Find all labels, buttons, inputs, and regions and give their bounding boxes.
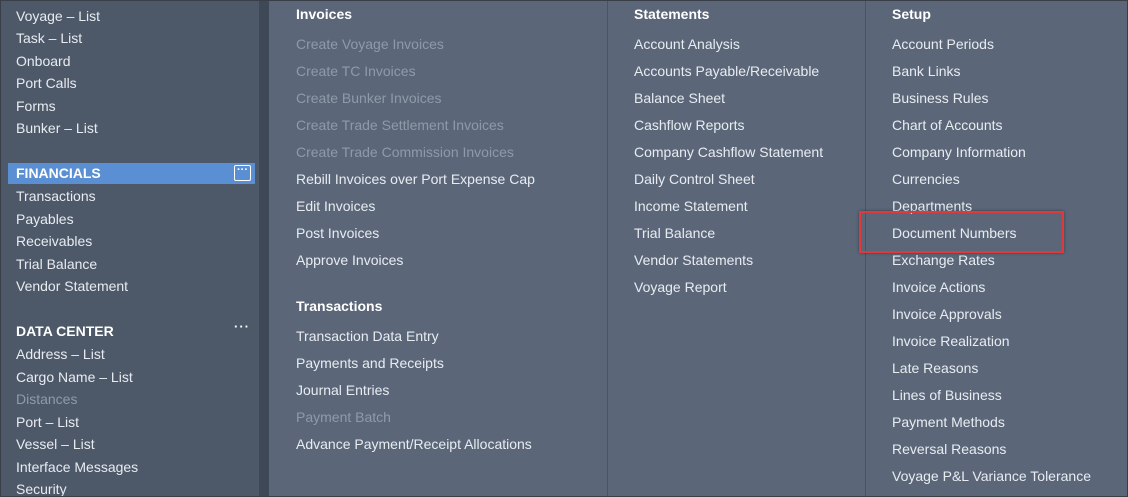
menu-item[interactable]: Rebill Invoices over Port Expense Cap	[296, 171, 535, 187]
menu-group-title: Setup	[892, 6, 931, 22]
menu-item[interactable]: Currencies	[892, 171, 960, 187]
section-options-button[interactable]: ···	[234, 165, 251, 181]
sidebar-splitter	[259, 1, 269, 496]
menu-item[interactable]: Business Rules	[892, 90, 989, 106]
menu-group-title: Invoices	[296, 6, 353, 22]
sidebar-item[interactable]: Interface Messages	[16, 458, 139, 475]
menu-item[interactable]: Late Reasons	[892, 360, 979, 376]
menu-item[interactable]: Invoice Approvals	[892, 306, 1002, 322]
menu-item[interactable]: Income Statement	[634, 198, 748, 214]
sidebar-section-title[interactable]: DATA CENTER	[16, 323, 114, 339]
menu-item[interactable]: Company Information	[892, 144, 1026, 160]
sidebar-item[interactable]: Payables	[16, 210, 74, 227]
sidebar-item[interactable]: Cargo Name – List	[16, 368, 133, 385]
menu-item: Create Bunker Invoices	[296, 90, 442, 106]
menu-item: Payment Batch	[296, 409, 391, 425]
menu-item[interactable]: Chart of Accounts	[892, 117, 1003, 133]
menu-item[interactable]: Cashflow Reports	[634, 117, 745, 133]
sidebar-item[interactable]: Task – List	[16, 30, 83, 47]
menu-item[interactable]: Account Analysis	[634, 36, 740, 52]
menu-item[interactable]: Vendor Statements	[634, 252, 754, 268]
menu-item[interactable]: Invoice Realization	[892, 333, 1010, 349]
menu-group-title: Statements	[634, 6, 710, 22]
menu-item[interactable]: Reversal Reasons	[892, 441, 1007, 457]
highlight-box	[859, 211, 1064, 253]
column-divider	[607, 1, 608, 496]
sidebar-item[interactable]: Voyage – List	[16, 8, 101, 24]
menu-item[interactable]: Voyage Report	[634, 279, 727, 295]
menu-item[interactable]: Document Numbers	[892, 225, 1017, 241]
sidebar	[1, 1, 259, 496]
menu-item[interactable]: Payment Methods	[892, 414, 1005, 430]
menu-item[interactable]: Trial Balance	[634, 225, 716, 241]
menu-item[interactable]: Edit Invoices	[296, 198, 376, 214]
sidebar-item[interactable]: Port Calls	[16, 75, 77, 92]
menu-item[interactable]: Post Invoices	[296, 225, 380, 241]
sidebar-item[interactable]: Onboard	[16, 52, 71, 69]
menu-item[interactable]: Accounts Payable/Receivable	[634, 63, 820, 79]
menu-item[interactable]: Approve Invoices	[296, 252, 404, 268]
sidebar-item[interactable]: Receivables	[16, 233, 93, 249]
menu-item[interactable]: Transaction Data Entry	[296, 328, 439, 344]
menu-group-title: Transactions	[296, 298, 383, 314]
menu-item[interactable]: Bank Links	[892, 63, 961, 79]
sidebar-item[interactable]: Trial Balance	[16, 255, 98, 272]
section-options-button[interactable]: ···	[234, 319, 250, 334]
menu-item[interactable]: Advance Payment/Receipt Allocations	[296, 436, 532, 452]
column-divider	[865, 1, 866, 496]
menu-item[interactable]: Balance Sheet	[634, 90, 726, 106]
menu-item[interactable]: Voyage P&L Variance Tolerance	[892, 468, 1091, 484]
sidebar-item[interactable]: Address – List	[16, 346, 105, 362]
sidebar-item[interactable]: Transactions	[16, 188, 96, 204]
sidebar-item[interactable]: Security	[16, 481, 67, 497]
menu-item[interactable]: Lines of Business	[892, 387, 1002, 403]
menu-item[interactable]: Journal Entries	[296, 382, 390, 398]
sidebar-item[interactable]: Vessel – List	[16, 436, 95, 452]
sidebar-item[interactable]: Port – List	[16, 413, 80, 430]
sidebar-section-title[interactable]: FINANCIALS	[16, 165, 101, 181]
menu-item[interactable]: Company Cashflow Statement	[634, 144, 824, 160]
sidebar-item[interactable]: Forms	[16, 97, 56, 114]
menu-item[interactable]: Daily Control Sheet	[634, 171, 755, 187]
menu-item: Create Trade Settlement Invoices	[296, 117, 504, 133]
menu-item[interactable]: Exchange Rates	[892, 252, 995, 268]
menu-item[interactable]: Payments and Receipts	[296, 355, 444, 371]
menu-item: Create Trade Commission Invoices	[296, 144, 514, 160]
menu-item[interactable]: Invoice Actions	[892, 279, 986, 295]
sidebar-item[interactable]: Vendor Statement	[16, 278, 129, 294]
selected-section-bar	[8, 163, 255, 184]
menu-item: Create TC Invoices	[296, 63, 416, 79]
menu-item: Create Voyage Invoices	[296, 36, 444, 52]
menu-item[interactable]: Departments	[892, 198, 973, 214]
menu-item[interactable]: Account Periods	[892, 36, 994, 52]
sidebar-item: Distances	[16, 391, 78, 407]
sidebar-item[interactable]: Bunker – List	[16, 120, 98, 136]
